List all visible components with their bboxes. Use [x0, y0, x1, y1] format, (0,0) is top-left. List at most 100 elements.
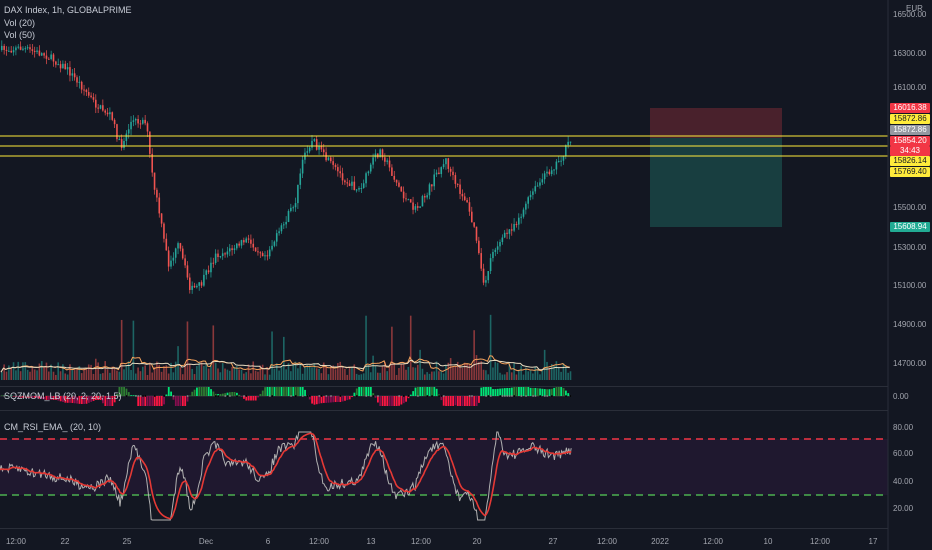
- volume-bar: [391, 326, 393, 380]
- candle-body: [527, 197, 529, 204]
- volume-bar: [440, 371, 443, 380]
- volume-bar: [562, 363, 565, 380]
- price-axis-tick: 16500.00: [893, 10, 927, 19]
- candle-body: [550, 170, 553, 175]
- volume-bar: [419, 349, 421, 380]
- squeeze-dot: [24, 395, 27, 397]
- volume-bar: [541, 369, 544, 380]
- squeeze-bar: [297, 386, 299, 396]
- squeeze-bar: [64, 396, 67, 403]
- volume-bar: [99, 373, 102, 380]
- candle-body: [153, 172, 156, 190]
- volume-bar: [428, 373, 431, 380]
- last-price-label[interactable]: 15854.20: [890, 136, 930, 146]
- candle-body: [200, 282, 203, 286]
- volume-bar: [207, 368, 210, 380]
- volume-bar: [172, 372, 175, 380]
- candle-body: [332, 161, 334, 165]
- candle-body: [36, 50, 38, 52]
- volume-bar: [17, 361, 20, 380]
- volume-bar: [48, 371, 50, 380]
- volume-bar: [120, 319, 123, 380]
- volume-bar: [405, 369, 407, 380]
- squeeze-bar: [374, 396, 377, 398]
- candle-body: [50, 54, 52, 60]
- squeeze-dot: [442, 395, 445, 397]
- candle-body: [456, 183, 459, 185]
- volume-bar: [236, 366, 238, 380]
- candle-body: [280, 225, 283, 232]
- squeeze-dot: [26, 395, 29, 397]
- candle-body: [496, 246, 499, 250]
- time-axis-tick: Dec: [198, 537, 214, 546]
- currency-label[interactable]: EUR: [906, 4, 923, 13]
- squeeze-dot: [499, 395, 502, 397]
- squeeze-bar: [102, 396, 104, 404]
- candle-body: [398, 182, 400, 187]
- squeeze-bar: [393, 396, 396, 406]
- volume-bar: [29, 371, 31, 380]
- stop-loss-price-label[interactable]: 16016.38: [890, 103, 930, 113]
- squeeze-bar: [468, 396, 471, 406]
- squeeze-bar: [567, 393, 570, 396]
- squeeze-bar: [118, 386, 121, 396]
- squeeze-bar: [565, 390, 567, 396]
- volume-bar: [158, 364, 161, 380]
- take-profit-price-label[interactable]: 15608.94: [890, 222, 930, 232]
- volume-bar: [518, 369, 520, 380]
- candle-body: [170, 260, 172, 267]
- volume-bar: [334, 369, 337, 380]
- volume-bar: [165, 365, 168, 380]
- volume-bar: [210, 365, 212, 380]
- candle-body: [374, 153, 377, 158]
- candle-body: [210, 262, 212, 273]
- rsi-ema-legend[interactable]: CM_RSI_EMA_ (20, 10): [4, 422, 102, 432]
- candle-body: [334, 164, 337, 168]
- squeeze-bar: [280, 386, 283, 396]
- volume-bar: [546, 361, 548, 380]
- crosshair-price-label[interactable]: 15872.86: [890, 125, 930, 135]
- volume-bar: [40, 361, 43, 380]
- volume-bar: [520, 365, 522, 380]
- squeeze-bar: [508, 388, 511, 396]
- squeeze-bar: [518, 386, 520, 396]
- volume-fast-legend[interactable]: Vol (20): [4, 18, 36, 28]
- volume-bar: [480, 361, 482, 380]
- squeeze-bar: [325, 396, 328, 403]
- pane-separator[interactable]: [0, 410, 888, 411]
- squeeze-momentum-legend[interactable]: SQZMOM_LB (20, 2, 20, 1.5): [4, 391, 122, 401]
- symbol-title[interactable]: DAX Index, 1h, GLOBALPRIME: [4, 5, 132, 15]
- volume-bar: [261, 364, 264, 380]
- volume-slow-legend[interactable]: Vol (50): [4, 30, 36, 40]
- squeeze-bar: [525, 386, 527, 396]
- squeeze-bar: [55, 396, 57, 400]
- candle-body: [402, 191, 405, 199]
- squeeze-bar: [97, 396, 100, 400]
- candle-body: [104, 110, 106, 113]
- pane-separator[interactable]: [0, 386, 888, 387]
- squeeze-dot: [377, 395, 379, 397]
- squeeze-dot: [214, 395, 217, 397]
- volume-bar: [264, 374, 266, 380]
- squeeze-bar: [546, 389, 548, 396]
- volume-bar: [365, 315, 367, 380]
- volume-bar: [494, 361, 497, 380]
- volume-bar: [555, 361, 558, 380]
- horizontal-line-price-label[interactable]: 15826.14: [890, 156, 930, 166]
- volume-bar: [548, 368, 551, 380]
- candle-body: [339, 171, 341, 174]
- squeeze-bar: [254, 396, 257, 401]
- candle-body: [452, 171, 454, 176]
- volume-bar: [557, 366, 560, 380]
- volume-bar: [66, 374, 69, 380]
- candle-body: [348, 183, 351, 186]
- squeeze-bar: [431, 386, 433, 396]
- volume-bar: [38, 363, 41, 380]
- volume-bar: [395, 374, 398, 380]
- squeeze-bar: [322, 396, 325, 403]
- squeeze-bar: [449, 396, 452, 406]
- squeeze-bar: [503, 388, 506, 396]
- horizontal-line-price-label[interactable]: 15872.86: [890, 114, 930, 124]
- horizontal-line-price-label[interactable]: 15769.40: [890, 167, 930, 177]
